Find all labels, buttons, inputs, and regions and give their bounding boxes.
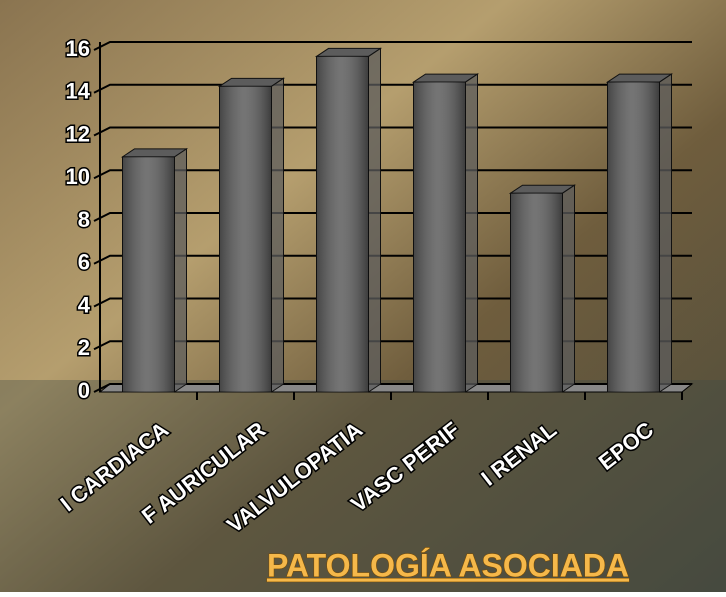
y-tick-label: 10: [66, 164, 90, 189]
y-tick-label: 12: [66, 121, 90, 146]
bar-side: [659, 73, 672, 393]
grid-line: [93, 254, 692, 265]
bar-side: [174, 147, 187, 393]
grid-line: [93, 340, 692, 351]
grid-line: [93, 169, 692, 180]
bar-shading: [219, 86, 272, 393]
bar-side: [271, 77, 284, 393]
grid-line: [93, 41, 692, 51]
grid-line: [93, 83, 692, 94]
bar-shading: [316, 56, 369, 392]
grid-line: [93, 297, 692, 308]
bar-side: [465, 73, 478, 393]
y-tick-label: 2: [78, 335, 90, 360]
bar-side: [368, 47, 381, 393]
bar-shading: [413, 82, 466, 392]
y-tick-label: 8: [78, 207, 90, 232]
chart-title: PATOLOGÍA ASOCIADA: [267, 547, 629, 583]
grid-line: [93, 212, 692, 222]
bar-shading: [607, 82, 660, 392]
bar-side: [562, 184, 575, 393]
y-tick-label: 14: [66, 79, 91, 104]
grid-line: [93, 126, 692, 137]
y-tick-label: 4: [78, 292, 91, 317]
floor: [98, 383, 694, 393]
background-shade: [0, 380, 726, 592]
y-tick-label: 0: [78, 378, 90, 403]
y-tick-label: 16: [66, 36, 90, 61]
y-tick-label: 6: [78, 250, 90, 275]
grid-line: [93, 383, 692, 393]
bar-shading: [510, 193, 563, 392]
bar-shading: [122, 156, 175, 392]
